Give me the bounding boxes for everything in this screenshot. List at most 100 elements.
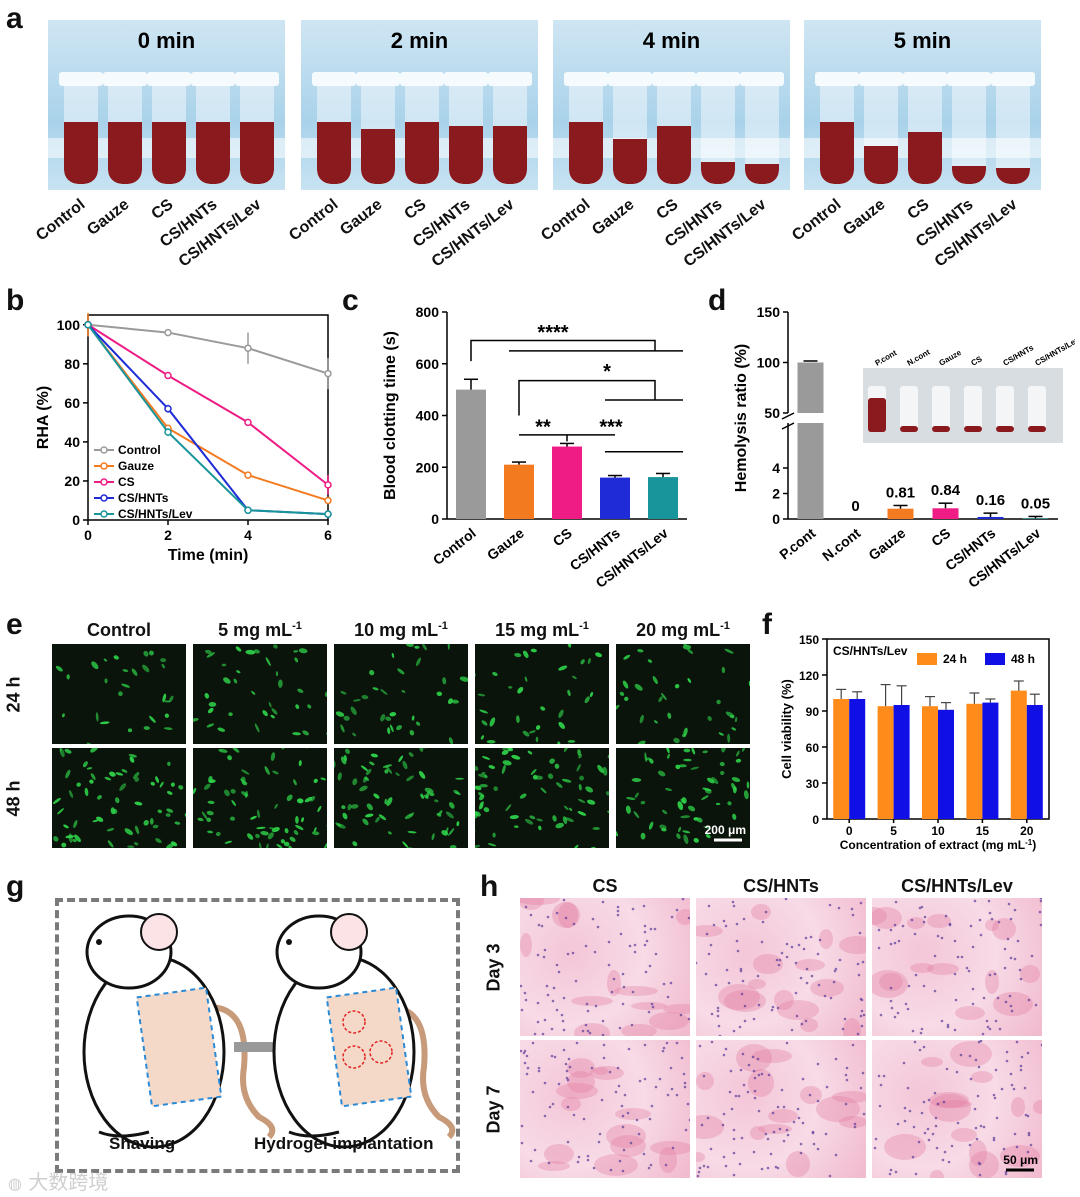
cell: [524, 676, 528, 682]
nucleus: [922, 1100, 926, 1104]
nucleus: [741, 979, 745, 983]
cell: [193, 718, 199, 722]
x-tick-label: CS: [928, 525, 953, 550]
cell: [525, 818, 534, 825]
watermark: ◍ 大数跨境: [8, 1170, 109, 1194]
nucleus: [992, 1093, 996, 1097]
x-tick-label: 5: [890, 824, 897, 838]
cell: [317, 805, 322, 813]
tube-cap: [312, 72, 356, 86]
nucleus: [631, 907, 635, 911]
nucleus: [823, 994, 827, 998]
blood-level: [317, 122, 351, 184]
inset-label: N.cont: [906, 347, 932, 367]
nucleus: [889, 928, 893, 932]
nucleus: [714, 983, 718, 987]
nucleus: [568, 1065, 572, 1069]
nucleus: [920, 1027, 924, 1031]
cell: [215, 831, 221, 837]
cell: [84, 787, 89, 797]
cell: [735, 758, 742, 763]
nucleus: [769, 1152, 773, 1156]
data-point: [244, 344, 252, 352]
nucleus: [825, 1085, 829, 1089]
cell: [479, 784, 488, 788]
cell: [577, 749, 581, 756]
nucleus: [851, 913, 855, 917]
cell: [143, 650, 149, 657]
inset-label: P.cont: [874, 348, 899, 368]
nucleus: [531, 1041, 535, 1045]
nucleus: [859, 1014, 863, 1018]
nucleus: [1013, 908, 1017, 912]
cell: [577, 811, 587, 816]
nucleus: [710, 1012, 714, 1016]
bar: [938, 709, 954, 819]
nucleus: [746, 1090, 750, 1094]
blood-level: [701, 162, 735, 184]
nucleus: [628, 944, 632, 948]
cell: [307, 704, 312, 709]
cell: [208, 702, 217, 707]
nucleus: [784, 898, 788, 901]
nucleus: [588, 1031, 592, 1035]
nucleus: [1029, 1143, 1033, 1147]
legend-label: Control: [118, 443, 161, 457]
cell: [748, 680, 750, 687]
nucleus: [550, 1027, 554, 1031]
cell: [296, 798, 304, 804]
cell: [340, 691, 347, 695]
tissue-region: [951, 1128, 977, 1142]
cell: [165, 813, 171, 817]
nucleus: [621, 1169, 625, 1173]
row-label: Day 7: [483, 1085, 504, 1134]
nucleus: [994, 1068, 998, 1072]
bar: [932, 508, 959, 519]
cell: [365, 813, 374, 818]
cell: [589, 692, 594, 697]
cell: [66, 674, 70, 680]
cell: [509, 815, 519, 820]
cell: [535, 736, 539, 743]
nucleus: [1026, 1114, 1030, 1118]
cell: [270, 752, 276, 762]
cell: [150, 818, 154, 825]
tissue-region: [950, 1041, 992, 1067]
cell: [676, 833, 681, 839]
tissue-region: [907, 917, 925, 929]
nucleus: [976, 1094, 980, 1098]
tube-cap: [103, 72, 147, 86]
cell: [606, 791, 609, 796]
cell: [483, 807, 490, 813]
nucleus: [1009, 956, 1013, 960]
fluorescence-image: [52, 748, 186, 848]
nucleus: [529, 1159, 533, 1163]
cell: [665, 787, 673, 792]
nucleus: [800, 1022, 804, 1026]
nucleus: [761, 920, 765, 924]
nucleus: [716, 1009, 720, 1013]
nucleus: [591, 917, 595, 921]
blood-level: [493, 126, 527, 184]
nucleus: [610, 990, 614, 994]
cell: [119, 783, 127, 791]
cell: [475, 670, 476, 677]
cell: [486, 740, 496, 744]
data-label: 0: [851, 498, 859, 515]
nucleus: [969, 924, 973, 928]
nucleus: [730, 1107, 734, 1111]
nucleus: [574, 979, 578, 983]
tissue-region: [649, 1012, 689, 1030]
cell: [478, 801, 484, 810]
tissue-region: [696, 1152, 705, 1162]
cell: [240, 791, 249, 797]
cell: [121, 769, 128, 773]
tube: [356, 72, 400, 190]
tube-body: [701, 84, 735, 184]
cell: [260, 831, 269, 836]
nucleus: [602, 1056, 606, 1060]
cell: [666, 748, 670, 754]
nucleus: [687, 1017, 690, 1021]
nucleus: [631, 990, 635, 994]
nucleus: [687, 916, 690, 920]
